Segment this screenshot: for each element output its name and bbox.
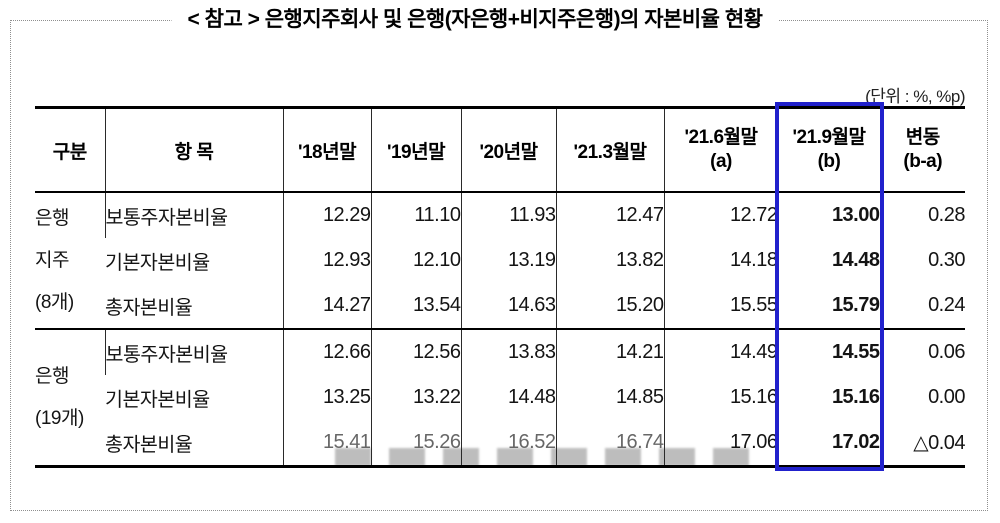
- column-header-change: 변동 (b-a): [879, 107, 965, 193]
- value-cell-b: 13.00: [777, 192, 880, 238]
- header-row: 구분 항 목 '18년말 '19년말 '20년말 '21.3월말 '21.6월말…: [35, 107, 965, 193]
- value-cell: 11.93: [460, 192, 556, 238]
- table-row: 은행 (19개) 보통주자본비율 12.66 12.56 13.83 14.21…: [35, 328, 965, 467]
- group-label-line: 은행: [35, 365, 69, 387]
- column-header-group: 구분: [35, 107, 105, 193]
- column-header-2106-line1: '21.6월말: [684, 127, 758, 148]
- value-cell: 15.16: [663, 375, 778, 420]
- value-cell: 12.56: [370, 328, 461, 375]
- change-cell: 0.24: [879, 283, 965, 329]
- item-cell: 보통주자본비율: [104, 192, 283, 238]
- value-cell: 12.72: [663, 192, 778, 238]
- column-header-2020: '20년말: [460, 107, 556, 193]
- value-cell-b: 15.79: [777, 283, 880, 329]
- table-row: 총자본비율 14.27 13.54 14.63 15.20 15.55 15.7…: [35, 283, 965, 329]
- item-cell: 총자본비율: [105, 297, 193, 319]
- value-cell: 14.63: [460, 283, 556, 329]
- value-cell: 12.29: [282, 192, 371, 238]
- value-cell: 15.41: [282, 420, 371, 467]
- column-header-2106-a: '21.6월말 (a): [663, 107, 778, 193]
- value-cell: 13.82: [555, 238, 664, 283]
- value-cell: 15.55: [663, 283, 778, 329]
- value-cell: 17.06: [663, 420, 778, 467]
- item-cell: 기본자본비율: [105, 252, 210, 274]
- column-header-change-line1: 변동: [905, 127, 940, 148]
- group-label-line: 은행: [35, 207, 69, 229]
- column-header-2106-line2: (a): [710, 151, 732, 172]
- change-cell: 0.28: [879, 192, 965, 238]
- unit-label: (단위 : %, %p): [865, 87, 965, 106]
- column-header-2018: '18년말: [282, 107, 371, 193]
- value-cell: 13.19: [460, 238, 556, 283]
- change-cell: 0.06: [879, 328, 965, 375]
- value-cell: 13.22: [370, 375, 461, 420]
- value-cell: 16.52: [460, 420, 556, 467]
- item-cell: 총자본비율: [105, 434, 193, 456]
- change-cell: △0.04: [879, 420, 965, 467]
- table-row: 기본자본비율 13.25 13.22 14.48 14.85 15.16 15.…: [35, 375, 965, 420]
- value-cell: 12.47: [555, 192, 664, 238]
- column-header-2109-b: '21.9월말 (b): [777, 107, 880, 193]
- value-cell: 14.49: [663, 328, 778, 375]
- column-header-2103: '21.3월말: [555, 107, 664, 193]
- value-cell-b: 14.48: [777, 238, 880, 283]
- value-cell: 14.85: [555, 375, 664, 420]
- value-cell: 14.21: [555, 328, 664, 375]
- group-label-banks: 은행 (19개): [35, 328, 105, 467]
- column-header-2019: '19년말: [370, 107, 461, 193]
- page-title: < 참고 > 은행지주회사 및 은행(자은행+비지주은행)의 자본비율 현황: [171, 3, 779, 33]
- group-label-bank-holding: 은행 지주 (8개): [35, 192, 105, 329]
- value-cell: 16.74: [555, 420, 664, 467]
- value-cell: 14.48: [460, 375, 556, 420]
- column-header-item: 항 목: [104, 107, 283, 193]
- value-cell-b: 14.55: [777, 328, 880, 375]
- group-label-line: 지주: [35, 249, 69, 271]
- table-row: 기본자본비율 12.93 12.10 13.19 13.82 14.18 14.…: [35, 238, 965, 283]
- value-cell: 13.83: [460, 328, 556, 375]
- capital-ratio-table: 구분 항 목 '18년말 '19년말 '20년말 '21.3월말 '21.6월말…: [35, 106, 965, 468]
- value-cell: 12.66: [282, 328, 371, 375]
- column-header-change-line2: (b-a): [903, 151, 943, 172]
- value-cell: 12.10: [370, 238, 461, 283]
- column-header-2109-line2: (b): [817, 151, 841, 172]
- table-row: 은행 지주 (8개) 보통주자본비율 12.29 11.10 11.93 12.…: [35, 192, 965, 313]
- group-label-line: (8개): [35, 291, 74, 313]
- value-cell: 12.93: [282, 238, 371, 283]
- value-cell: 13.54: [370, 283, 461, 329]
- change-cell: 0.00: [879, 375, 965, 420]
- item-cell: 보통주자본비율: [104, 328, 283, 375]
- item-cell: 기본자본비율: [105, 389, 210, 411]
- value-cell: 14.27: [282, 283, 371, 329]
- value-cell: 15.20: [555, 283, 664, 329]
- value-cell-b: 17.02: [777, 420, 880, 467]
- value-cell: 13.25: [282, 375, 371, 420]
- value-cell: 15.26: [370, 420, 461, 467]
- column-header-2109-line1: '21.9월말: [792, 127, 866, 148]
- value-cell: 11.10: [370, 192, 461, 238]
- value-cell-b: 15.16: [777, 375, 880, 420]
- group-label-line: (19개): [35, 407, 84, 429]
- change-cell: 0.30: [879, 238, 965, 283]
- value-cell: 14.18: [663, 238, 778, 283]
- table-row: 총자본비율 15.41 15.26 16.52 16.74 17.06 17.0…: [35, 420, 965, 467]
